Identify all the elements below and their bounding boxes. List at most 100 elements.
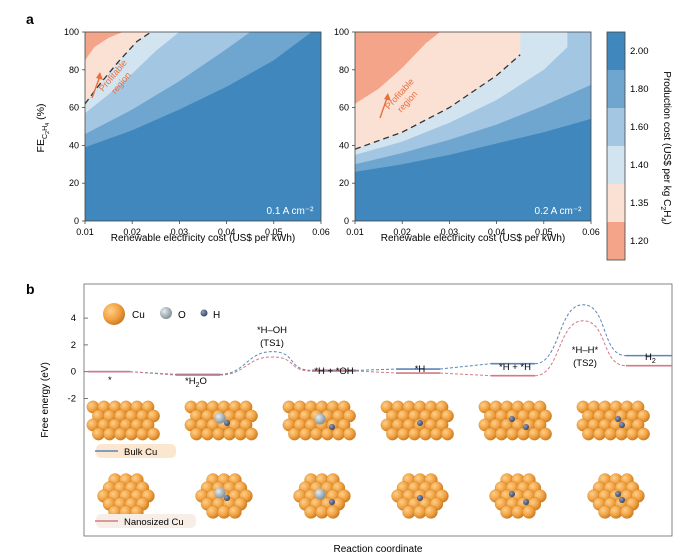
energy-connector [439,363,492,370]
energy-y-tick-label: -2 [68,394,76,405]
y-tick-label: 60 [69,103,79,113]
bulk-cu-slab [184,400,258,441]
colorbar-segment [607,108,625,146]
cluster-illustrations [86,400,650,519]
cu-atom [604,427,617,441]
energy-y-tick-label: 2 [71,340,76,351]
colorbar-title: Production cost (US$ per kg C2H4) [659,71,672,224]
bulk-cu-slab [380,400,454,441]
h-atom [509,416,515,422]
h-atom [329,499,335,505]
o-atom [314,488,326,500]
x-tick-label: 0.02 [123,227,141,237]
panel-b-xlabel: Reaction coordinate [334,544,423,555]
cu-atom [288,427,301,441]
x-tick-label: 0.06 [582,227,600,237]
colorbar-segment [607,184,625,222]
panel-a-ylabel: FEC2H4 (%) [35,104,51,153]
ylabel-fe: FE [35,139,47,152]
heatmap-02-frame [354,31,592,222]
o-atom [314,413,326,425]
cu-atom [620,505,634,519]
h-atom [619,497,625,503]
cu-atom [484,427,497,441]
y-tick-label: 40 [69,140,79,150]
nano-legend: Nanosized Cu [95,514,196,528]
cu-atom [92,427,105,441]
state-label-h-oh: *H + *OH [314,366,353,377]
cu-atom [125,427,138,441]
contour-region-1.35 [85,32,152,104]
energy-y-tick-label: 4 [71,313,76,324]
cu-atom [136,427,149,441]
cu-atom [310,427,323,441]
state-label-h2: H2 [645,352,656,365]
atom-legend: Cu O H [103,303,220,325]
y-tick-label: 100 [64,27,79,37]
x-tick-label: 0.01 [76,227,94,237]
heatmap-02-xlabel: Renewable electricity cost (US$ per kWh) [381,233,566,244]
colorbar-title-end: ) [661,221,672,224]
ylabel-h: H [42,126,49,131]
cu-atom [201,427,214,441]
x-tick-label: 0.05 [265,227,283,237]
colorbar-tick-label: 1.40 [630,160,649,171]
nano-cu-cluster [195,473,253,519]
heatmap-01-frame [84,31,322,222]
cu-atom [397,427,410,441]
colorbar-segment [607,222,625,260]
cu-atom [343,427,356,441]
heatmap-02-axes: 0.01 0.02 0.03 0.04 0.05 0.06 0 20 40 60 80 100 [334,27,600,237]
svg-text:Production cost (US$ per kg C2: Production cost (US$ per kg C2H4) [659,71,672,224]
nano-legend-bg [96,514,196,528]
cu-atom [223,427,236,441]
x-tick-label: 0.04 [488,227,506,237]
y-tick-label: 20 [339,178,349,188]
heatmap-01-xlabel: Renewable electricity cost (US$ per kWh) [111,233,296,244]
state-label-ts2-2: (TS2) [573,358,597,369]
cu-atom [234,427,247,441]
contour-region-1.20 [85,32,123,61]
state-label-ts1-2: (TS1) [260,338,284,349]
colorbar-segment [607,32,625,70]
state-label-h: *H [415,364,426,375]
h-atom [615,491,621,497]
cu-atom [539,427,552,441]
cu-atom [147,427,160,441]
bulk-cu-slab [86,400,160,441]
y-tick-label: 80 [69,65,79,75]
contour-region-1.20 [355,32,440,104]
cu-atom [528,427,541,441]
colorbar-tick-label: 1.80 [630,84,649,95]
state-label-h-h: *H + *H [499,362,531,373]
x-tick-label: 0.02 [393,227,411,237]
heatmap-02 [355,32,591,221]
y-tick-label: 20 [69,178,79,188]
colorbar-tick-label: 1.20 [630,236,649,247]
cu-atom [245,427,258,441]
o-legend-icon [160,307,172,319]
colorbar: 2.00 1.80 1.60 1.40 1.35 1.20 [606,31,649,261]
ylabel-2: 2 [45,131,51,134]
state-label-ts2-1: *H–H* [572,345,599,356]
cu-atom [114,427,127,441]
cu-atom [495,427,508,441]
y-tick-label: 100 [334,27,349,37]
state-label-h2o: *H2O [185,376,207,389]
cu-legend-icon [103,303,125,325]
svg-text:FEC2H4 (%): FEC2H4 (%) [35,104,51,153]
ylabel-4: 4 [45,123,51,126]
cu-atom [386,427,399,441]
panel-b-ylabel: Free energy (eV) [40,362,51,438]
cu-atom [626,427,639,441]
cu-atom [228,505,242,519]
legend-h-label: H [213,310,220,321]
cu-atom [517,427,530,441]
h-atom [417,495,423,501]
profit-boundary-line [355,54,521,150]
h-atom [509,491,515,497]
colorbar-tick-label: 1.60 [630,122,649,133]
y-tick-label: 60 [339,103,349,113]
cu-atom [506,427,519,441]
cu-atom [103,427,116,441]
